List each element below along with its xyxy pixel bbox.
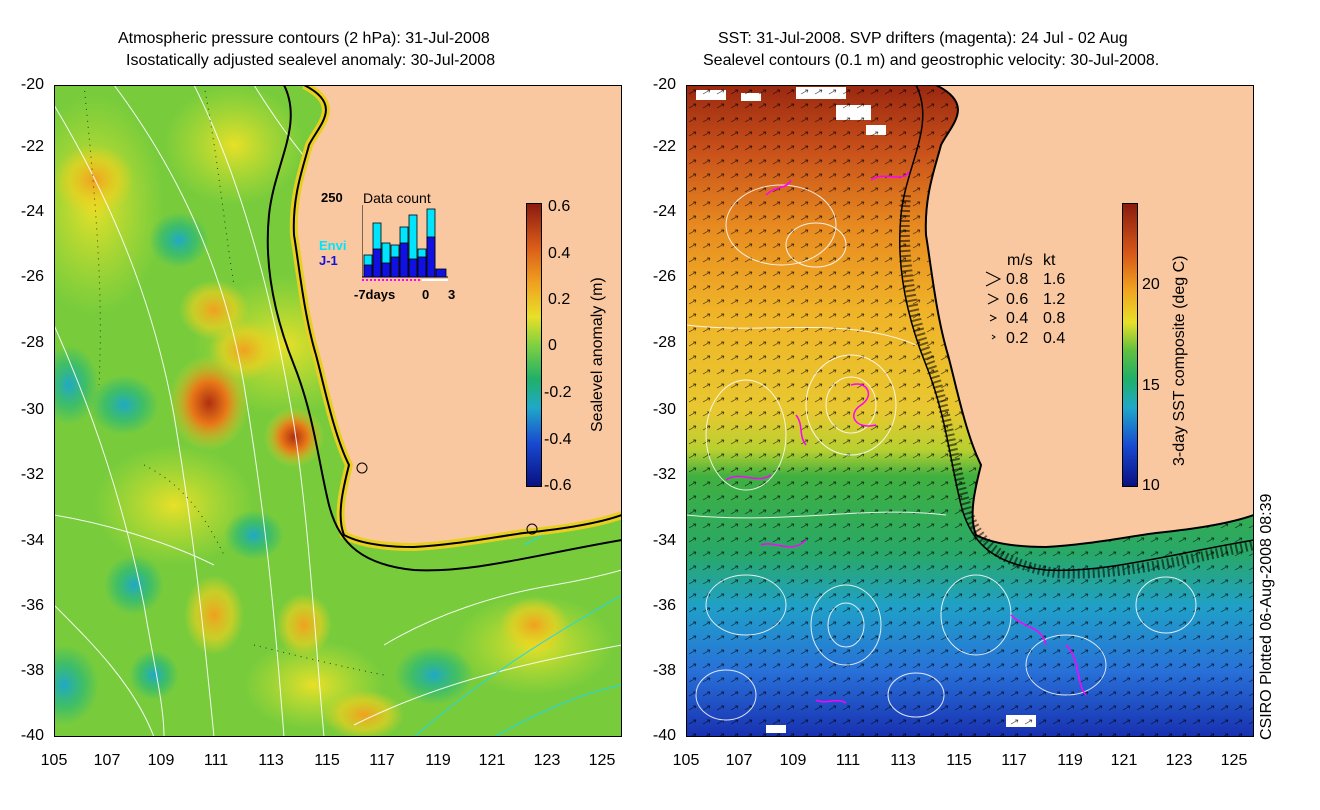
right-x-tick: 109 [779, 752, 807, 769]
left-y-tick: -34 [20, 532, 44, 549]
left-x-tick: 109 [147, 752, 175, 769]
velocity-legend-kt: 0.8 [1043, 310, 1066, 327]
velocity-legend-header-ms: m/s [1007, 252, 1033, 269]
right-y-tick: -36 [652, 597, 676, 614]
right-y-tick: -40 [652, 727, 676, 744]
left-title-line1: Atmospheric pressure contours (2 hPa): 3… [118, 30, 490, 47]
right-y-tick: -24 [652, 203, 676, 220]
left-y-tick: -32 [20, 466, 44, 483]
histogram-legend-envi: Envi [319, 238, 347, 253]
right-colorbar-tick: 10 [1142, 477, 1160, 494]
left-y-tick: -38 [20, 662, 44, 679]
left-y-tick: -36 [20, 597, 44, 614]
left-colorbar-tick: -0.6 [544, 477, 572, 494]
right-colorbar-label: 3-day SST composite (deg C) [1171, 255, 1188, 466]
right-y-tick: -34 [652, 532, 676, 549]
histogram-max-label: 250 [321, 190, 343, 205]
histogram-x-zero: 0 [422, 287, 430, 302]
right-colorbar [1122, 203, 1138, 487]
left-x-tick: 113 [258, 752, 284, 769]
left-title-line2: Isostatically adjusted sealevel anomaly:… [126, 52, 496, 69]
left-x-tick: 123 [533, 752, 561, 769]
left-x-tick: 111 [203, 752, 229, 769]
right-y-tick: -26 [652, 268, 676, 285]
left-x-tick: 125 [588, 752, 616, 769]
left-colorbar-tick: -0.4 [544, 431, 572, 448]
left-y-tick: -24 [20, 203, 44, 220]
left-colorbar-label: Sealevel anomaly (m) [589, 277, 606, 432]
velocity-legend-ms: 0.8 [1006, 271, 1029, 288]
velocity-legend-ms: 0.2 [1006, 330, 1029, 347]
right-title-line2: Sealevel contours (0.1 m) and geostrophi… [703, 52, 1160, 69]
left-y-tick: -20 [20, 76, 44, 93]
histogram-legend-j1: J-1 [319, 253, 338, 268]
right-title-line1: SST: 31-Jul-2008. SVP drifters (magenta)… [718, 30, 1128, 47]
right-x-tick: 111 [835, 752, 861, 769]
right-x-tick: 113 [890, 752, 916, 769]
left-x-tick: 121 [478, 752, 506, 769]
histogram-chart [362, 205, 448, 281]
right-x-tick: 117 [1001, 752, 1027, 769]
histogram-x-right: 3 [448, 287, 456, 302]
right-y-tick: -30 [652, 401, 676, 418]
left-y-tick: -40 [20, 727, 44, 744]
left-y-tick: -22 [20, 138, 44, 155]
velocity-legend-kt: 1.6 [1043, 271, 1066, 288]
right-y-tick: -28 [652, 334, 676, 351]
left-y-tick: -28 [20, 334, 44, 351]
left-colorbar-tick: -0.2 [544, 384, 572, 401]
velocity-legend-ms: 0.6 [1006, 291, 1029, 308]
right-x-tick: 107 [725, 752, 753, 769]
left-x-tick: 115 [314, 752, 340, 769]
velocity-legend-header-kt: kt [1043, 252, 1056, 269]
right-x-tick: 115 [946, 752, 972, 769]
right-y-tick: -20 [652, 76, 676, 93]
right-map [686, 85, 1254, 737]
left-x-tick: 119 [425, 752, 451, 769]
plot-credit: CSIRO Plotted 06-Aug-2008 08:39 [1258, 493, 1275, 740]
velocity-legend-arrows [985, 271, 1002, 340]
left-colorbar-tick: 0 [548, 337, 557, 354]
right-y-tick: -22 [652, 138, 676, 155]
velocity-legend-kt: 0.4 [1043, 330, 1066, 347]
left-map [54, 85, 622, 737]
velocity-legend-ms: 0.4 [1006, 310, 1029, 327]
right-x-tick: 123 [1165, 752, 1193, 769]
left-colorbar-tick: 0.6 [548, 198, 571, 215]
left-colorbar-tick: 0.2 [548, 291, 571, 308]
right-colorbar-tick: 20 [1142, 276, 1160, 293]
right-x-tick: 105 [672, 752, 700, 769]
right-x-tick: 125 [1220, 752, 1248, 769]
left-y-tick: -26 [20, 268, 44, 285]
left-x-tick: 107 [93, 752, 121, 769]
left-y-tick: -30 [20, 401, 44, 418]
left-x-tick: 117 [369, 752, 395, 769]
right-y-tick: -38 [652, 662, 676, 679]
histogram-x-left: -7days [354, 287, 396, 302]
velocity-legend-kt: 1.2 [1043, 291, 1066, 308]
right-y-tick: -32 [652, 466, 676, 483]
right-colorbar-tick: 15 [1142, 377, 1160, 394]
histogram-title: Data count [363, 190, 431, 206]
right-x-tick: 121 [1110, 752, 1138, 769]
left-colorbar [526, 203, 542, 487]
left-colorbar-tick: 0.4 [548, 245, 571, 262]
right-x-tick: 119 [1057, 752, 1083, 769]
left-x-tick: 105 [40, 752, 68, 769]
